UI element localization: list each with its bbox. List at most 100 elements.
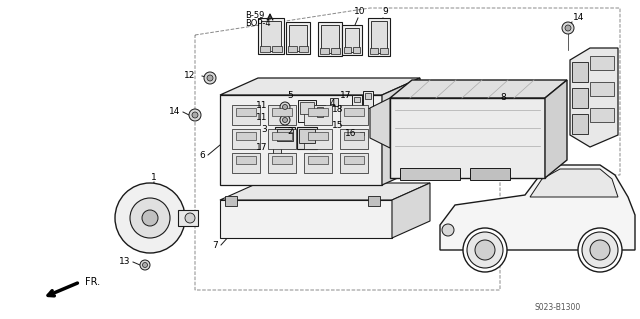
Bar [300,102,314,114]
Bar [344,108,364,116]
Circle shape [143,263,147,268]
Bar [236,132,256,140]
Circle shape [467,232,503,268]
Text: 8: 8 [500,93,506,102]
Text: FR.: FR. [85,277,100,287]
Bar [315,105,325,123]
Polygon shape [220,78,420,95]
Bar [390,98,545,178]
Bar [261,21,281,51]
Bar [368,18,390,56]
Bar [344,156,364,164]
Bar [299,129,315,143]
Bar [330,98,338,106]
Text: B-59: B-59 [245,11,264,19]
Text: 4: 4 [330,100,335,108]
Circle shape [590,240,610,260]
Bar [260,46,270,52]
Bar [297,127,317,149]
Bar [344,47,351,53]
Circle shape [282,105,287,109]
Bar [304,153,332,173]
Circle shape [192,112,198,118]
Text: 11: 11 [255,100,267,109]
Bar [308,156,328,164]
Text: 9: 9 [382,8,388,17]
Polygon shape [390,80,567,98]
Bar [370,48,378,54]
Bar [572,88,588,108]
Bar [299,46,308,52]
Bar [358,130,366,140]
Bar [380,48,388,54]
Bar [277,129,293,141]
Text: 17: 17 [255,144,267,152]
Bar [298,100,316,122]
Bar [178,210,198,226]
Bar [220,95,382,185]
Bar [572,62,588,82]
Text: 14: 14 [573,13,584,23]
Bar [304,105,332,125]
Bar [590,82,614,96]
Circle shape [582,232,618,268]
Bar [371,21,387,53]
Bar [289,25,307,51]
Text: 17: 17 [340,91,351,100]
Bar [273,148,281,156]
Bar [340,129,368,149]
Bar [317,107,323,117]
Text: 2: 2 [287,128,293,137]
Text: 7: 7 [212,241,218,249]
Bar [363,91,373,108]
Bar [275,127,295,147]
Text: 12: 12 [184,71,195,80]
Circle shape [562,22,574,34]
Bar [308,132,328,140]
Bar [345,28,359,52]
Bar [258,18,284,54]
Polygon shape [392,183,430,238]
Bar [470,168,510,180]
Polygon shape [545,80,567,178]
Circle shape [442,224,454,236]
Text: 6: 6 [199,151,205,160]
Bar [368,196,380,206]
Text: 1: 1 [151,174,157,182]
Bar [236,156,256,164]
Bar [342,25,362,55]
Circle shape [130,198,170,238]
Bar [308,108,328,116]
Circle shape [280,115,290,125]
Polygon shape [220,183,430,200]
Bar [236,108,256,116]
Bar [340,105,368,125]
Circle shape [282,117,287,122]
Bar [340,153,368,173]
Polygon shape [382,78,420,185]
Bar [272,108,292,116]
Text: 11: 11 [255,114,267,122]
Bar [344,132,364,140]
Bar [272,156,292,164]
Bar [268,129,296,149]
Bar [572,114,588,134]
Text: 10: 10 [355,8,365,17]
Circle shape [280,102,290,112]
Circle shape [142,210,158,226]
Polygon shape [530,169,618,197]
Circle shape [115,183,185,253]
Bar [400,168,460,180]
Bar [353,47,360,53]
Circle shape [565,25,571,31]
Text: 14: 14 [168,108,180,116]
Text: 15: 15 [332,121,343,130]
Bar [354,97,360,102]
Text: BOP-4: BOP-4 [245,19,271,28]
Text: 18: 18 [332,106,343,115]
Bar [590,56,614,70]
Bar [320,48,329,54]
Bar [220,200,392,238]
Bar [590,108,614,122]
Bar [304,129,332,149]
